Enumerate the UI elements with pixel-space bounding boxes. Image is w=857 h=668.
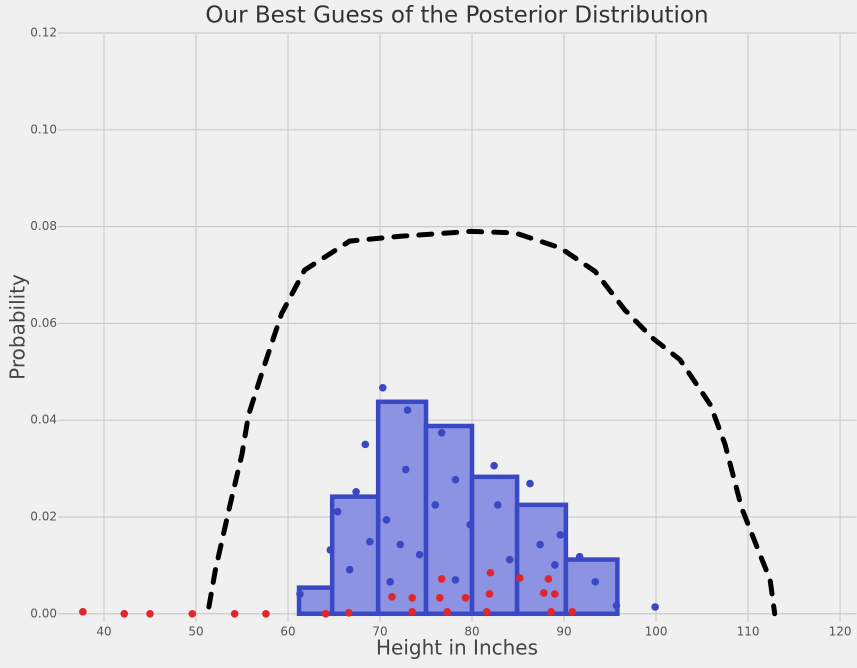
- scatter-point: [516, 574, 524, 582]
- x-tick-label: 120: [829, 625, 852, 639]
- y-tick-label: 0.02: [30, 509, 57, 523]
- x-tick-label: 40: [96, 625, 111, 639]
- histogram-bar: [469, 474, 520, 617]
- scatter-point: [321, 609, 330, 618]
- scatter-point: [296, 590, 304, 598]
- marks: [79, 228, 778, 618]
- scatter-point: [437, 575, 446, 583]
- scatter-point: [333, 507, 342, 516]
- scatter-point: [451, 576, 460, 584]
- scatter-point: [352, 488, 360, 496]
- scatter-point: [388, 593, 396, 601]
- chart-title: Our Best Guess of the Posterior Distribu…: [205, 3, 708, 29]
- y-tick-label: 0.00: [30, 606, 57, 620]
- scatter-point: [493, 501, 502, 509]
- scatter-point: [451, 475, 460, 484]
- scatter-point: [651, 603, 659, 611]
- scatter-point: [482, 608, 491, 616]
- scatter-point: [505, 555, 514, 564]
- scatter-point: [188, 609, 197, 618]
- x-axis-label: Height in Inches: [376, 636, 538, 660]
- histogram-bar: [329, 494, 381, 617]
- scatter-point: [539, 589, 548, 597]
- scatter-point: [386, 578, 394, 586]
- scatter-point: [345, 565, 354, 574]
- y-tick-label: 0.12: [30, 26, 57, 40]
- scatter-point: [436, 594, 444, 602]
- x-tick-label: 110: [737, 625, 760, 639]
- histogram-bar: [514, 502, 569, 617]
- scatter-point: [443, 608, 451, 616]
- scatter-point: [485, 590, 494, 598]
- scatter-point: [490, 461, 498, 470]
- scatter-point: [120, 609, 129, 618]
- scatter-point: [556, 531, 565, 539]
- scatter-point: [466, 520, 474, 529]
- scatter-point: [526, 479, 534, 488]
- x-tick-label: 50: [188, 625, 203, 639]
- scatter-point: [486, 568, 495, 577]
- scatter-point: [326, 546, 335, 554]
- x-tick-label: 90: [556, 625, 571, 639]
- scatter-point: [79, 608, 87, 616]
- scatter-point: [575, 552, 584, 561]
- histogram-bar: [563, 557, 620, 617]
- y-tick-label: 0.06: [30, 316, 57, 330]
- scatter-point: [415, 550, 424, 559]
- x-tick-label: 100: [645, 625, 668, 639]
- scatter-point: [536, 540, 544, 549]
- scatter-point: [461, 594, 470, 602]
- scatter-point: [591, 578, 600, 586]
- scatter-point: [401, 465, 410, 474]
- scatter-point: [396, 540, 405, 549]
- scatter-point: [431, 501, 440, 509]
- scatter-point: [344, 609, 353, 617]
- scatter-point: [551, 561, 559, 569]
- scatter-point: [230, 609, 239, 618]
- dashed-curve: [206, 228, 778, 617]
- x-tick-label: 60: [280, 625, 295, 639]
- scatter-point: [547, 608, 555, 616]
- histogram-bar: [423, 423, 475, 617]
- y-tick-label: 0.04: [30, 413, 57, 427]
- scatter-point: [544, 575, 553, 583]
- scatter-point: [378, 383, 387, 392]
- histogram-bar: [296, 585, 335, 617]
- scatter-point: [612, 601, 621, 610]
- y-tick-label: 0.08: [30, 219, 57, 233]
- histogram-bar: [375, 399, 429, 617]
- scatter-point: [146, 609, 154, 618]
- scatter-point: [403, 406, 412, 414]
- scatter-point: [382, 516, 391, 524]
- scatter-point: [551, 590, 559, 598]
- x-tick-label: 70: [372, 625, 387, 639]
- scatter-point: [408, 608, 417, 616]
- scatter-point: [361, 440, 370, 449]
- scatter-point: [366, 537, 374, 546]
- scatter-point: [408, 594, 417, 602]
- y-axis-label: Probability: [6, 274, 30, 380]
- x-tick-label: 80: [464, 625, 479, 639]
- scatter-point: [437, 428, 446, 437]
- scatter-point: [262, 609, 270, 618]
- y-tick-label: 0.10: [30, 122, 57, 136]
- scatter-point: [568, 608, 577, 616]
